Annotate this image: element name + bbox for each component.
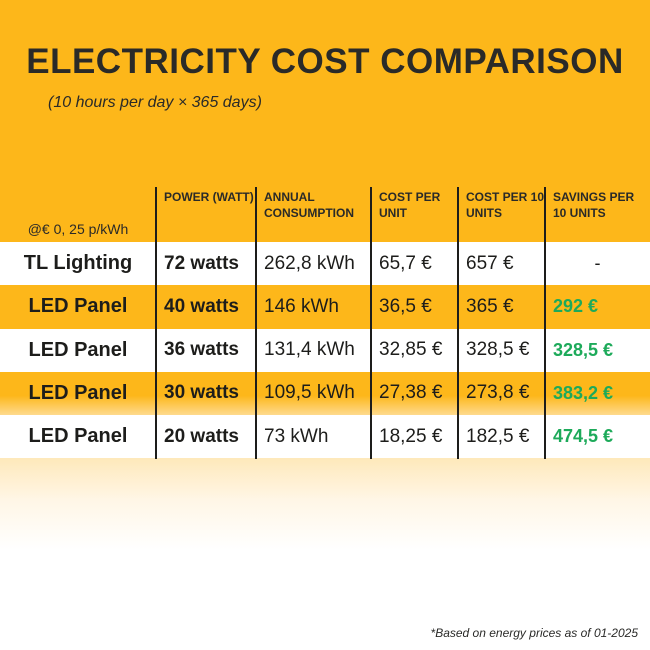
cell-cost-per-10: 182,5 € xyxy=(466,425,530,447)
cell-savings: 292 € xyxy=(553,296,599,317)
cell-power: 36 watts xyxy=(164,339,239,361)
header-power: POWER (WATT) xyxy=(164,190,254,204)
cell-consumption: 146 kWh xyxy=(264,295,339,317)
table-row: LED Panel 20 watts 73 kWh 18,25 € 182,5 € 474… xyxy=(0,415,650,459)
table-header: @€ 0, 25 p/kWh POWER (WATT) ANNUAL CONSU… xyxy=(0,185,650,241)
cell-consumption: 73 kWh xyxy=(264,425,329,447)
cell-label: TL Lighting xyxy=(23,252,133,274)
column-divider xyxy=(370,187,372,459)
cell-power: 30 watts xyxy=(164,382,239,404)
cell-cost-per-10: 657 € xyxy=(466,252,514,274)
footnote: *Based on energy prices as of 01-2025 xyxy=(430,626,638,640)
cell-consumption: 262,8 kWh xyxy=(264,252,355,274)
cell-cost-per-10: 273,8 € xyxy=(466,382,530,404)
cell-label: LED Panel xyxy=(28,295,128,318)
header-cost-10: COST PER 10 UNITS xyxy=(466,190,545,220)
column-divider xyxy=(155,187,157,459)
cell-label: LED Panel xyxy=(28,338,128,361)
cell-power: 72 watts xyxy=(164,252,239,274)
cell-cost-per-unit: 65,7 € xyxy=(379,252,432,274)
page-title: ELECTRICITY COST COMPARISON xyxy=(26,42,624,81)
table-row: TL Lighting 72 watts 262,8 kWh 65,7 € 657 € - xyxy=(0,242,650,285)
header-savings: SAVINGS PER 10 UNITS xyxy=(553,190,635,220)
column-divider xyxy=(457,187,459,459)
column-divider xyxy=(544,187,546,459)
cell-cost-per-unit: 18,25 € xyxy=(379,425,443,447)
header-consumption: ANNUAL CONSUMPTION xyxy=(264,190,354,220)
column-divider xyxy=(255,187,257,459)
cell-label: LED Panel xyxy=(28,425,128,448)
cell-power: 40 watts xyxy=(164,295,239,317)
cell-savings: 474,5 € xyxy=(553,426,614,447)
table-row: LED Panel 30 watts 109,5 kWh 27,38 € 273,8 €… xyxy=(0,371,650,415)
cell-cost-per-10: 365 € xyxy=(466,295,514,317)
cell-cost-per-unit: 27,38 € xyxy=(379,382,443,404)
cell-consumption: 109,5 kWh xyxy=(264,382,355,404)
table-row: LED Panel 36 watts 131,4 kWh 32,85 € 328,5 €… xyxy=(0,328,650,372)
cell-cost-per-unit: 32,85 € xyxy=(379,339,443,361)
header-cost-unit: COST PER UNIT xyxy=(379,190,441,220)
cell-consumption: 131,4 kWh xyxy=(264,339,355,361)
cell-label: LED Panel xyxy=(28,381,128,404)
cell-savings: - xyxy=(594,253,601,273)
header-rate: @€ 0, 25 p/kWh xyxy=(27,221,129,237)
cell-power: 20 watts xyxy=(164,425,239,447)
subtitle: (10 hours per day × 365 days) xyxy=(48,94,262,111)
cell-savings: 383,2 € xyxy=(553,382,614,403)
cell-cost-per-10: 328,5 € xyxy=(466,339,530,361)
table-row: LED Panel 40 watts 146 kWh 36,5 € 365 € 292 € xyxy=(0,285,650,329)
cell-savings: 328,5 € xyxy=(553,339,614,360)
cell-cost-per-unit: 36,5 € xyxy=(379,295,432,317)
